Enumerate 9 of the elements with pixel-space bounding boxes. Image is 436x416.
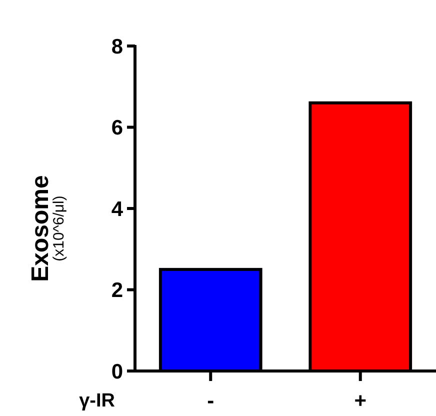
x-tick-label: - xyxy=(207,389,214,412)
y-tick-label: 8 xyxy=(111,35,124,58)
y-axis-title: Exosome (x10^6/μl) xyxy=(27,175,68,282)
x-tick-label: + xyxy=(354,389,367,412)
x-axis-title: γ-IR xyxy=(79,390,116,412)
y-tick-label: 4 xyxy=(111,198,124,221)
y-tick-label: 2 xyxy=(111,279,123,302)
y-tick-label: 6 xyxy=(111,116,123,140)
y-tick-label: 0 xyxy=(111,360,123,384)
